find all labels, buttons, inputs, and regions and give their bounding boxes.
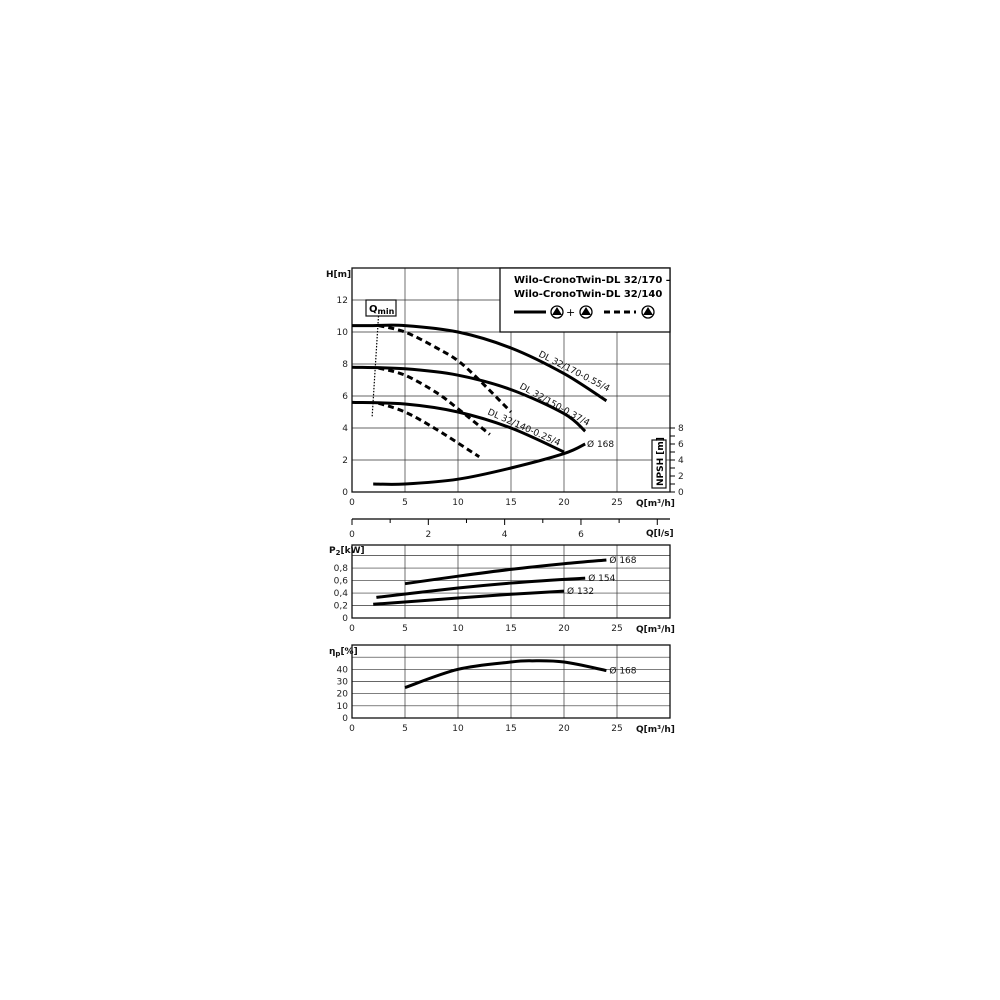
x-tick-label: 5 — [402, 724, 408, 734]
plot-frame — [351, 644, 671, 719]
qmin-label: Qmin — [365, 299, 397, 317]
pump-icon — [579, 305, 593, 319]
ls-tick-label: 0 — [349, 530, 355, 540]
y-tick-label: 0 — [342, 488, 348, 498]
y-tick-label: 4 — [342, 424, 348, 434]
curve-6 — [373, 442, 586, 486]
legend: Wilo-CronoTwin-DL 32/170 – Wilo-CronoTwi… — [499, 267, 671, 333]
chart-title-line-2: Wilo-CronoTwin-DL 32/140 — [514, 289, 662, 300]
x-tick-label: 0 — [349, 498, 355, 508]
curve-0 — [351, 323, 608, 403]
y-axis-label-eff: ηp[%] — [329, 647, 358, 658]
svg-text:NPSH [m]: NPSH [m] — [656, 437, 666, 486]
ls-tick-label: 2 — [425, 530, 431, 540]
efficiency-chart: 0 5 10 15 20 25 0 10 20 30 40 Ø 168 — [337, 644, 671, 734]
x-tick-label: 20 — [558, 498, 570, 508]
power-chart: 0 5 10 15 20 25 0 0,2 0,4 0,6 0,8 Ø 168 Ø 154 Ø 132 — [334, 544, 671, 634]
curve-label-150: DL 32/150-0.37/4 — [518, 382, 592, 429]
efficiency-curve — [404, 659, 607, 690]
power-curve-label: Ø 154 — [588, 573, 615, 584]
x-axis-label-head: Q[m³/h] — [636, 499, 675, 509]
qmin-line — [371, 315, 380, 417]
y-axis-label-power: P2[kW] — [329, 546, 365, 557]
power-curve-1 — [376, 576, 586, 599]
y-tick-label: 40 — [337, 665, 349, 675]
x-axis-label-eff: Q[m³/h] — [636, 725, 675, 735]
y-tick-label: 10 — [337, 702, 349, 712]
plot-frame — [351, 544, 671, 619]
x-tick-label: 20 — [558, 724, 570, 734]
y-tick-label: 0,4 — [334, 589, 349, 599]
x-tick-label: 5 — [402, 624, 408, 634]
y-tick-label: 8 — [342, 360, 348, 370]
y-tick-label: 0,2 — [334, 602, 348, 612]
x-tick-label: 15 — [505, 624, 516, 634]
svg-text:Qmin: Qmin — [369, 304, 395, 316]
npsh-axis-label: NPSH [m] — [651, 437, 667, 489]
pump-icon — [641, 305, 655, 319]
y-tick-label: 12 — [337, 296, 348, 306]
ls-tick-label: 6 — [578, 530, 584, 540]
y-axis-label-head: H[m] — [326, 270, 351, 280]
dashed-curve-5 — [378, 401, 481, 459]
x2-axis-label: Q[l/s] — [646, 529, 674, 539]
efficiency-curve-label: Ø 168 — [609, 666, 636, 677]
power-curve-2 — [373, 589, 565, 606]
x-tick-label: 20 — [558, 624, 570, 634]
x-tick-label: 10 — [452, 498, 464, 508]
y-tick-label: 0 — [342, 714, 348, 724]
power-curve-label: Ø 168 — [609, 555, 636, 566]
x-tick-label: 0 — [349, 624, 355, 634]
ls-tick-label: 4 — [502, 530, 508, 540]
x-tick-label: 0 — [349, 724, 355, 734]
y-tick-label: 0,8 — [334, 564, 349, 574]
y-tick-label: 0,6 — [334, 577, 349, 587]
x-tick-label: 10 — [452, 724, 464, 734]
power-curve-label: Ø 132 — [567, 586, 594, 597]
x-tick-label: 25 — [611, 498, 622, 508]
power-curve-0 — [404, 558, 607, 586]
curve-4 — [351, 400, 565, 454]
dashed-curve-1 — [378, 324, 513, 414]
npsh-tick-label: 6 — [678, 440, 684, 450]
x-axis-label-power: Q[m³/h] — [636, 625, 675, 635]
y-tick-label: 20 — [337, 690, 349, 700]
pump-icon — [550, 305, 564, 319]
y-tick-label: 10 — [337, 328, 349, 338]
x-tick-label: 15 — [505, 724, 516, 734]
flow-ls-axis: 0 2 4 6 — [349, 518, 670, 540]
npsh-tick-label: 2 — [678, 472, 684, 482]
curve-label-170: DL 32/170-0.55/4 — [537, 350, 612, 395]
dashed-curve-3 — [378, 366, 491, 436]
npsh-curve-label: Ø 168 — [587, 439, 614, 450]
y-tick-label: 30 — [337, 678, 349, 688]
y-tick-label: 0 — [342, 614, 348, 624]
x-tick-label: 25 — [611, 624, 622, 634]
npsh-tick-label: 4 — [678, 456, 684, 466]
curve-2 — [351, 365, 587, 433]
x-tick-label: 5 — [402, 498, 408, 508]
npsh-tick-label: 0 — [678, 488, 684, 498]
chart-title-line-1: Wilo-CronoTwin-DL 32/170 – — [514, 275, 671, 286]
y-tick-label: 2 — [342, 456, 348, 466]
legend-plus: + — [566, 306, 575, 319]
y-tick-label: 6 — [342, 392, 348, 402]
x-tick-label: 15 — [505, 498, 516, 508]
npsh-tick-label: 8 — [678, 424, 684, 434]
x-tick-label: 10 — [452, 624, 464, 634]
x-tick-label: 25 — [611, 724, 622, 734]
